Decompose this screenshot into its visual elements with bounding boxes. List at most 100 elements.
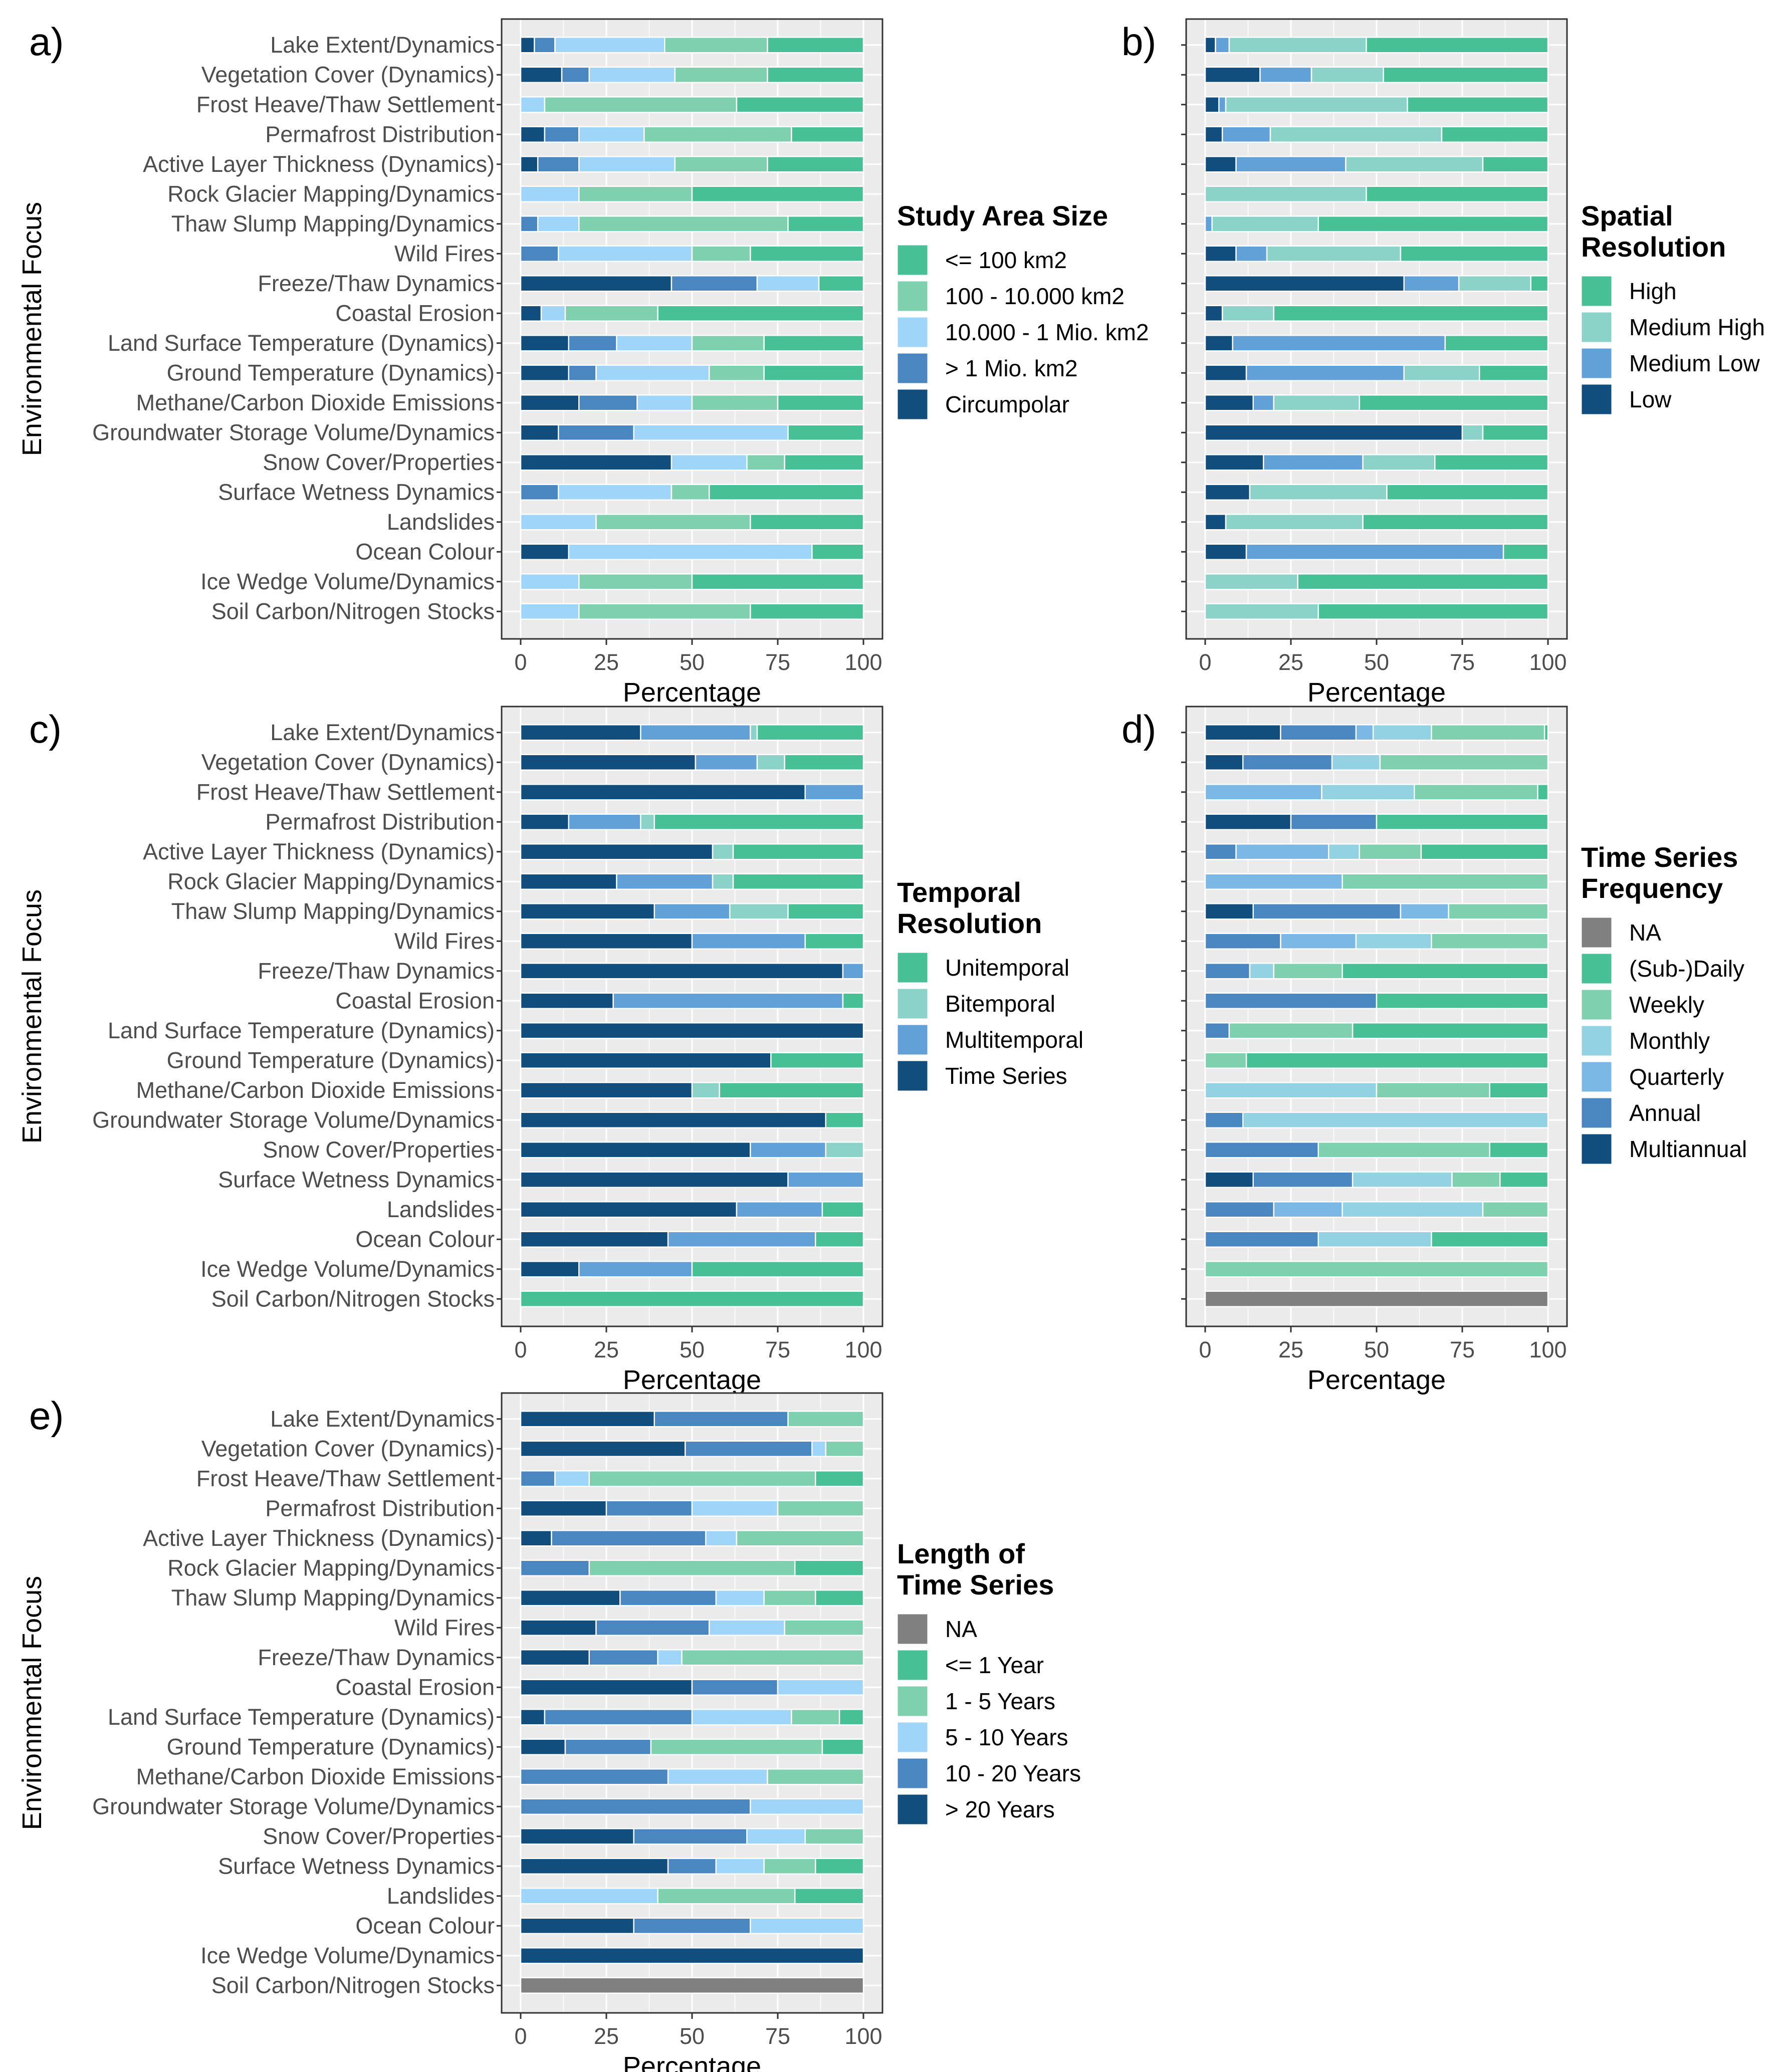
bar-segment <box>784 754 864 771</box>
bar-segment <box>1431 1231 1549 1248</box>
bar-segment <box>784 454 864 471</box>
category-label: Active Layer Thickness (Dynamics) <box>143 1525 495 1551</box>
bar-segment <box>763 364 864 381</box>
category-label: Surface Wetness Dynamics <box>218 1167 495 1192</box>
bar-segment <box>1383 66 1549 83</box>
bar-segment <box>750 603 864 620</box>
legend-title: Time Series <box>897 1569 1054 1600</box>
bar-segment <box>1327 843 1361 860</box>
bar-segment <box>653 903 731 920</box>
bar-segment <box>1489 1082 1549 1099</box>
legend-swatch <box>896 280 929 313</box>
legend-label: Multiannual <box>1629 1136 1747 1162</box>
bar-segment <box>691 1709 792 1726</box>
bar-segment <box>763 1589 816 1606</box>
bar-segment <box>557 484 673 501</box>
bar-segment <box>712 873 734 890</box>
bar-segment <box>578 215 789 233</box>
bar-segment <box>520 1171 789 1188</box>
category-label: Vegetation Cover (Dynamics) <box>201 749 495 775</box>
bar-segment <box>650 1738 823 1755</box>
x-axis-title: Percentage <box>1307 1365 1446 1395</box>
bar-segment <box>578 603 751 620</box>
y-axis-title: Environmental Focus <box>17 202 47 456</box>
bar-segment <box>818 275 864 292</box>
legend-label: > 20 Years <box>945 1796 1055 1822</box>
bar-segment <box>791 1709 840 1726</box>
bar-segment <box>777 1679 864 1696</box>
bar-segment <box>685 1440 813 1457</box>
bar-segment <box>1204 1052 1247 1069</box>
legend-label: NA <box>1629 919 1661 946</box>
category-label: Rock Glacier Mapping/Dynamics <box>167 1555 495 1580</box>
panel-letter: d) <box>1122 707 1156 751</box>
bar-segment <box>520 335 570 352</box>
bar-segment <box>1204 784 1322 801</box>
bar-segment <box>787 903 864 920</box>
bar-segment <box>750 724 758 741</box>
bar-segment <box>1204 66 1261 83</box>
bar-segment <box>1204 156 1237 173</box>
category-label: Soil Carbon/Nitrogen Stocks <box>211 1286 495 1311</box>
legend-label: High <box>1629 278 1677 304</box>
bar-segment <box>746 1828 806 1845</box>
x-tick-label: 100 <box>844 2023 882 2049</box>
bar-segment <box>756 754 785 771</box>
bar-segment <box>1204 1022 1230 1039</box>
x-tick-label: 50 <box>680 2023 705 2049</box>
bar-segment <box>520 1709 546 1726</box>
bar-segment <box>1317 215 1549 233</box>
bar-segment <box>1403 364 1480 381</box>
bar-segment <box>588 1559 796 1576</box>
bar-segment <box>520 37 535 54</box>
category-label: Ice Wedge Volume/Dynamics <box>200 1256 495 1282</box>
bar-segment <box>595 514 751 531</box>
x-axis-title: Percentage <box>1307 677 1446 708</box>
bar-segment <box>1232 335 1446 352</box>
chart-panel-5: e) Lake Extent/Dynamics Vegetation Cover (… <box>17 1392 1081 2072</box>
category-label: Frost Heave/Thaw Settlement <box>196 779 495 805</box>
bar-segment <box>520 1589 621 1606</box>
bar-segment <box>794 1559 864 1576</box>
bar-segment <box>1204 1261 1549 1278</box>
bar-segment <box>1228 1022 1354 1039</box>
bar-segment <box>691 933 806 950</box>
bar-segment <box>756 724 864 741</box>
bar-segment <box>1280 724 1357 741</box>
bar-segment <box>1431 933 1549 950</box>
bar-segment <box>681 1649 864 1666</box>
bar-segment <box>520 1768 669 1785</box>
category-label: Snow Cover/Properties <box>263 1823 495 1849</box>
bar-segment <box>1204 843 1237 860</box>
bar-segment <box>657 1649 683 1666</box>
bar-segment <box>1280 933 1357 950</box>
bar-segment <box>1362 514 1549 531</box>
bar-segment <box>640 724 751 741</box>
bar-segment <box>1400 245 1549 262</box>
bar-segment <box>1204 1201 1275 1218</box>
x-tick-label: 0 <box>514 2023 527 2049</box>
bar-segment <box>1372 724 1432 741</box>
bar-segment <box>1376 992 1549 1009</box>
bar-segment <box>691 1082 720 1099</box>
bar-segment <box>568 335 617 352</box>
bar-segment <box>708 484 864 501</box>
legend-label: <= 100 km2 <box>945 247 1067 273</box>
bar-segment <box>750 514 864 531</box>
bar-segment <box>537 156 580 173</box>
bar-segment <box>520 784 806 801</box>
category-label: Freeze/Thaw Dynamics <box>258 1645 495 1670</box>
category-label: Wild Fires <box>394 1615 495 1640</box>
chart-panel-1: a) Lake Extent/Dynamics Vegetation Cover (… <box>17 18 1149 708</box>
category-label: Methane/Carbon Dioxide Emissions <box>136 1077 495 1103</box>
category-label: Rock Glacier Mapping/Dynamics <box>167 181 495 206</box>
bar-segment <box>804 933 864 950</box>
bar-segment <box>1204 813 1292 830</box>
bar-segment <box>520 1977 864 1994</box>
bar-segment <box>750 1917 864 1934</box>
bar-segment <box>1499 1171 1549 1188</box>
bar-segment <box>1245 364 1405 381</box>
bar-segment <box>1204 1290 1549 1307</box>
panel-letter: e) <box>29 1394 64 1438</box>
